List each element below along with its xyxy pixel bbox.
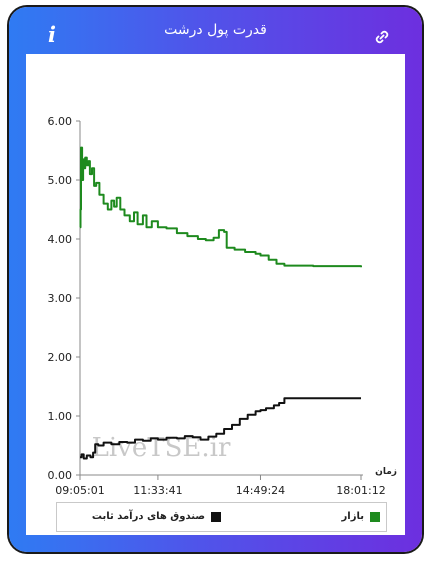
x-tick-label: 09:05:01 <box>55 484 104 497</box>
card-title: قدرت پول درشت <box>164 22 267 38</box>
chart-panel: 0.00 1.00 2.00 3.00 4.00 5.00 6.00 09:05:01 11:3… <box>26 54 405 535</box>
y-tick-label: 4.00 <box>48 233 73 246</box>
legend-item-market[interactable]: بازار <box>336 511 380 522</box>
series-line-market <box>79 146 362 268</box>
legend-label-fixed-income: صندوق های درآمد ثابت <box>91 511 205 522</box>
legend-swatch-market <box>370 511 380 522</box>
legend-swatch-fixed-income <box>211 511 221 522</box>
y-tick-label: 2.00 <box>48 351 73 364</box>
legend-label-market: بازار <box>341 511 364 522</box>
x-tick-label: 14:49:24 <box>236 484 285 497</box>
y-tick-label: 5.00 <box>48 174 73 187</box>
x-tick-label: 11:33:41 <box>133 484 182 497</box>
chart-axes: 0.00 1.00 2.00 3.00 4.00 5.00 6.00 09:05:01 11:3… <box>48 115 398 497</box>
money-power-card: قدرت پول درشت i 0.00 1.00 2.00 3.00 4.00 5.00… <box>9 7 422 552</box>
y-tick-label: 0.00 <box>48 469 73 482</box>
y-tick-label: 6.00 <box>48 115 73 128</box>
y-tick-label: 3.00 <box>48 292 73 305</box>
series-line-fixed-income <box>80 397 361 460</box>
chart-series <box>79 146 362 460</box>
link-icon[interactable] <box>373 28 391 46</box>
x-tick-label: 18:01:12 <box>336 484 385 497</box>
info-icon[interactable]: i <box>48 22 56 47</box>
chart-legend: بازار صندوق های درآمد ثابت <box>56 502 387 532</box>
card-header: قدرت پول درشت i <box>9 7 422 54</box>
x-axis-label: زمان <box>375 467 397 477</box>
line-chart: 0.00 1.00 2.00 3.00 4.00 5.00 6.00 09:05:01 11:3… <box>48 115 398 497</box>
legend-item-fixed-income[interactable]: صندوق های درآمد ثابت <box>86 511 221 522</box>
y-tick-label: 1.00 <box>48 410 73 423</box>
